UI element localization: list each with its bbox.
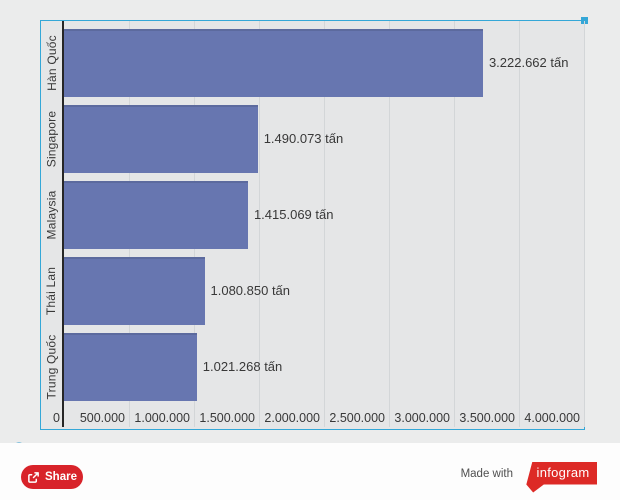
x-tick-label: 4.000.000: [524, 411, 580, 425]
bar[interactable]: [64, 29, 483, 97]
x-tick-label: 1.500.000: [199, 411, 255, 425]
share-icon: [28, 471, 39, 483]
chart-widget[interactable]: 0 500.000 1.000.000 1.500.000 2.000.000 2.500…: [40, 17, 588, 430]
credit: Made with infogram: [461, 460, 597, 494]
value-label: 1.021.268 tấn: [202, 359, 283, 374]
x-tick-label: 1.000.000: [134, 411, 190, 425]
gridline: [389, 21, 390, 427]
bar[interactable]: [64, 257, 205, 325]
x-tick-label: 2.500.000: [329, 411, 385, 425]
share-button-label: Share: [45, 471, 77, 483]
gridline: [584, 21, 585, 427]
share-button[interactable]: Share: [21, 465, 83, 489]
x-tick-label: 2.000.000: [264, 411, 320, 425]
category-label: Malaysia: [44, 190, 59, 240]
x-tick-label: 3.000.000: [394, 411, 450, 425]
infogram-logo[interactable]: infogram: [526, 461, 597, 493]
gridline: [324, 21, 325, 427]
category-label: Thái Lan: [44, 266, 59, 316]
x-tick-label: 500.000: [79, 411, 125, 425]
x-tick-label: 3.500.000: [459, 411, 515, 425]
value-label: 3.222.662 tấn: [488, 55, 569, 70]
made-with-label: Made with: [460, 468, 513, 480]
bar[interactable]: [64, 181, 248, 249]
value-label: 1.080.850 tấn: [210, 283, 291, 298]
category-label: Trung Quốc: [44, 334, 59, 400]
footer: Share Made with infogram: [0, 443, 620, 500]
y-axis-line: [62, 21, 64, 427]
selection-handle-icon[interactable]: [581, 17, 588, 24]
chart-canvas: 0 500.000 1.000.000 1.500.000 2.000.000 2.500…: [0, 0, 620, 443]
gridline: [454, 21, 455, 427]
bar[interactable]: [64, 105, 258, 173]
infogram-logo-label: infogram: [536, 464, 590, 480]
value-label: 1.490.073 tấn: [263, 131, 344, 146]
bar[interactable]: [64, 333, 197, 401]
category-label: Singapore: [44, 110, 59, 168]
x-tick-label: 0: [53, 411, 60, 425]
gridline: [519, 21, 520, 427]
value-label: 1.415.069 tấn: [253, 207, 334, 222]
category-label: Hàn Quốc: [44, 35, 59, 91]
gridline: [259, 21, 260, 427]
